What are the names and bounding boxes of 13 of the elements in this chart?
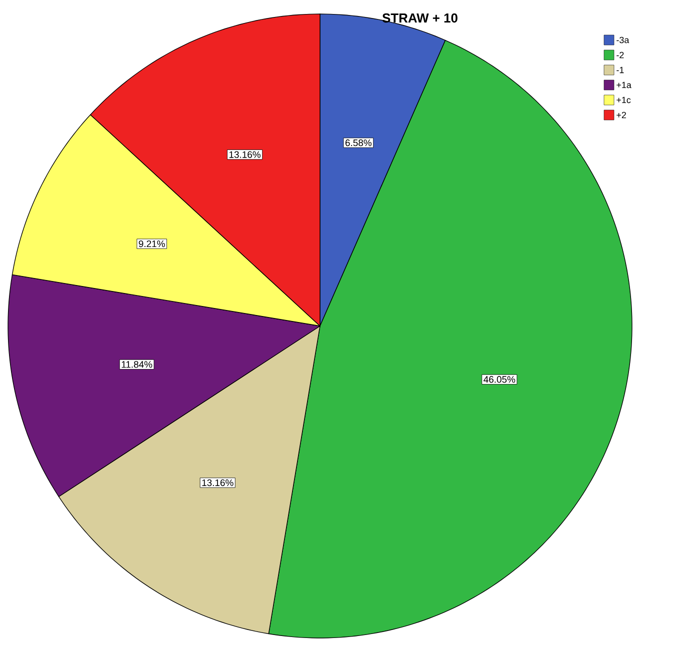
legend-label: -3a [616,36,630,44]
legend-label: +2 [616,112,626,118]
legend-label: +1c [616,96,631,104]
data-label: 13.16% [202,479,234,486]
data-label: 11.84% [122,361,152,368]
data-label: 9.21% [138,240,165,248]
chart-title: STRAW + 10 [382,13,458,23]
data-label: 13.16% [229,151,260,158]
legend-label: -1 [616,66,624,74]
legend-label: +1a [616,82,632,88]
legend-label: -2 [616,52,624,58]
data-label: 46.05% [484,376,516,383]
data-label: 6.58% [345,139,372,146]
